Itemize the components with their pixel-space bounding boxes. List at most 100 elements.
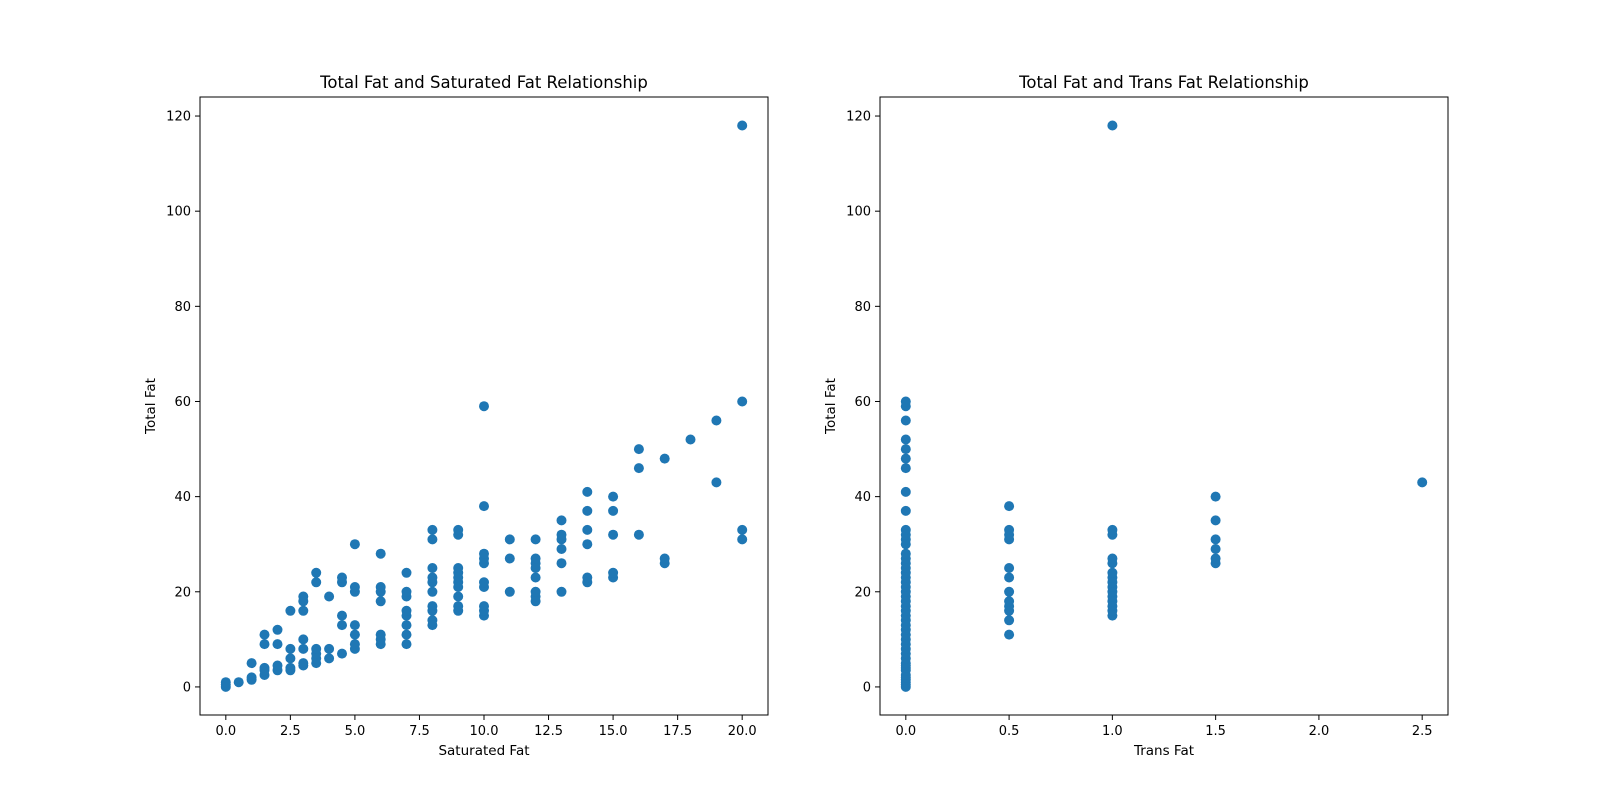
data-point [1004,596,1015,607]
y-axis-label: Total Fat [823,378,839,435]
data-point [246,658,257,669]
data-point [1004,572,1015,583]
data-point [556,515,567,526]
x-tick-label: 2.0 [1309,724,1330,739]
y-tick-label: 0 [863,680,871,695]
data-point [737,524,748,535]
data-points [900,120,1428,692]
plot-title: Total Fat and Trans Fat Relationship [1018,73,1309,92]
plot-title: Total Fat and Saturated Fat Relationship [319,73,648,92]
data-point [556,529,567,540]
data-point [427,586,438,597]
x-tick-label: 1.5 [1205,724,1226,739]
data-point [401,620,412,631]
data-point [737,534,748,545]
scatter-plot-saturated-fat: 0.0 2.5 5.0 7.5 10.0 12.5 15.0 17.5 20.0 0 20 40 60… [143,73,769,759]
data-point [582,572,593,583]
x-tick-label: 17.5 [663,724,692,739]
data-point [608,567,619,578]
data-point [479,548,489,559]
y-tick-label: 100 [166,205,191,220]
data-point [1107,524,1118,535]
data-point [401,629,412,640]
data-point [737,396,748,407]
y-tick-label: 80 [174,300,191,315]
data-point [324,653,335,664]
data-point [298,658,309,669]
x-tick-label: 2.5 [280,724,301,739]
data-point [375,582,386,592]
data-point [556,544,567,554]
x-tick-label: 0.0 [895,724,916,739]
data-point [504,534,515,545]
data-point [556,558,567,569]
data-point [1210,491,1221,502]
data-point [1210,553,1221,564]
data-point [298,634,309,645]
data-point [530,553,541,564]
data-point [1107,553,1118,564]
data-point [1210,515,1221,526]
x-tick-label: 2.5 [1412,724,1433,739]
data-point [582,486,593,497]
data-point [427,563,438,573]
data-point [608,505,619,516]
y-tick-label: 0 [183,680,191,695]
data-point [453,524,464,535]
data-point [285,653,296,664]
data-point [337,572,347,583]
y-tick-label: 40 [174,490,191,505]
data-point [453,601,464,612]
data-point [427,615,438,626]
data-point [427,534,438,545]
data-point [427,524,438,535]
data-point [556,586,567,597]
data-point [349,639,360,650]
data-point [504,586,515,597]
data-point [401,639,412,650]
y-tick-label: 20 [174,585,191,600]
data-point [259,662,270,673]
data-point [608,491,619,502]
data-point [349,582,360,592]
data-point [530,534,541,545]
x-axis-ticks: 0.0 0.5 1.0 1.5 2.0 2.5 [895,715,1433,739]
y-axis-label: Total Fat [143,378,159,435]
data-point [375,629,386,640]
data-point [900,444,911,455]
data-point [272,660,283,671]
x-tick-label: 5.0 [345,724,366,739]
data-point [453,563,464,573]
x-axis-ticks: 0.0 2.5 5.0 7.5 10.0 12.5 15.0 17.5 20.0 [215,715,757,739]
data-point [582,505,593,516]
data-point [1210,544,1221,554]
data-point [427,601,438,612]
data-point [427,572,438,583]
y-axis-ticks: 0 20 40 60 80 100 120 [166,110,200,695]
y-axis-ticks: 0 20 40 60 80 100 120 [846,110,880,695]
data-point [1004,501,1015,512]
data-point [900,463,911,474]
data-point [401,586,412,597]
data-point [285,643,296,654]
data-point [375,548,386,559]
data-points [220,120,748,692]
data-point [298,605,309,616]
data-point [1210,534,1221,545]
data-point [220,677,231,688]
x-axis-label: Trans Fat [1133,743,1194,759]
data-point [1107,567,1118,578]
data-point [1004,563,1015,573]
data-point [259,639,270,650]
data-point [1004,586,1015,597]
data-point [311,643,322,654]
x-tick-label: 12.5 [534,724,563,739]
x-tick-label: 20.0 [728,724,757,739]
data-point [349,620,360,631]
data-point [900,453,911,464]
data-point [246,672,257,683]
x-tick-label: 7.5 [409,724,430,739]
data-point [900,486,911,497]
data-point [453,591,464,602]
